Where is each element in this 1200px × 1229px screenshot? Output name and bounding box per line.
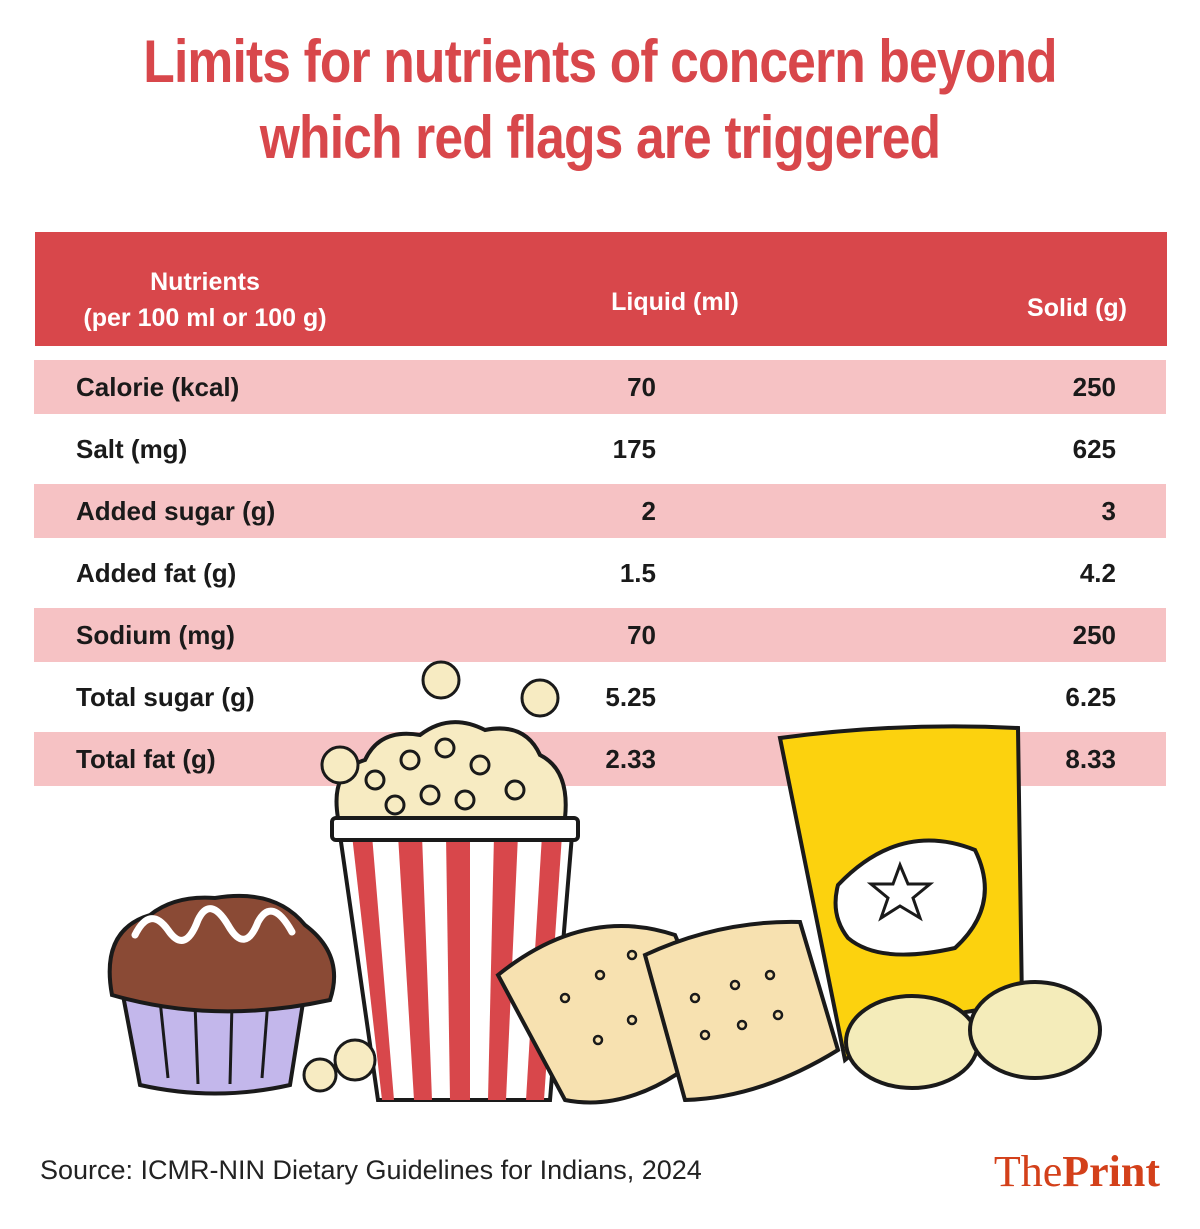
solid-value-cell: 4.2 [1079,558,1116,588]
nutrient-cell: Salt (mg) [76,434,188,464]
header-nutrients-label: Nutrients [150,268,260,296]
liquid-value-cell: 5.25 [605,682,656,712]
solid-value-cell: 8.33 [1065,744,1116,774]
table-row: Sodium (mg) 70 250 [34,608,1166,662]
source-note: Source: ICMR-NIN Dietary Guidelines for … [40,1155,702,1185]
cracker-icon [495,919,841,1105]
table-row: Salt (mg) 175 625 [34,422,1166,476]
header-nutrients: Nutrients (per 100 ml or 100 g) [35,264,375,336]
muffin-icon [107,893,337,1096]
nutrient-cell: Added sugar (g) [76,496,276,526]
nutrient-cell: Calorie (kcal) [76,372,240,402]
solid-value-cell: 250 [1072,372,1116,402]
nutrient-cell: Total sugar (g) [76,682,255,712]
title-line-2: which red flags are triggered [259,104,941,171]
logo-print: Print [1062,1147,1160,1196]
liquid-value-cell: 2.33 [605,744,656,774]
table-row: Added fat (g) 1.5 4.2 [34,546,1166,600]
solid-value-cell: 3 [1101,496,1116,526]
liquid-value-cell: 2 [641,496,656,526]
chips-bag-icon [777,724,1102,1090]
header-solid: Solid (g) [1027,294,1127,322]
header-liquid: Liquid (ml) [611,288,739,316]
logo-the: The [993,1147,1063,1196]
table-row: Calorie (kcal) 70 250 [34,360,1166,414]
publisher-logo: ThePrint [994,1146,1160,1197]
header-nutrients-unit: (per 100 ml or 100 g) [83,304,327,332]
table-header: Nutrients (per 100 ml or 100 g) Liquid (… [35,232,1167,346]
solid-value-cell: 6.25 [1065,682,1116,712]
nutrient-cell: Added fat (g) [76,558,237,588]
nutrient-cell: Total fat (g) [76,744,216,774]
chart-title: Limits for nutrients of concern beyond w… [84,24,1116,176]
liquid-value-cell: 1.5 [619,558,656,588]
solid-value-cell: 625 [1072,434,1116,464]
liquid-value-cell: 70 [627,620,656,650]
nutrient-cell: Sodium (mg) [76,620,235,650]
liquid-value-cell: 70 [627,372,656,402]
liquid-value-cell: 175 [612,434,656,464]
table-row: Added sugar (g) 2 3 [34,484,1166,538]
solid-value-cell: 250 [1072,620,1116,650]
title-line-1: Limits for nutrients of concern beyond [143,28,1057,95]
table-row: Total sugar (g) 5.25 6.25 [34,670,1166,724]
snack-illustration [107,660,1102,1105]
